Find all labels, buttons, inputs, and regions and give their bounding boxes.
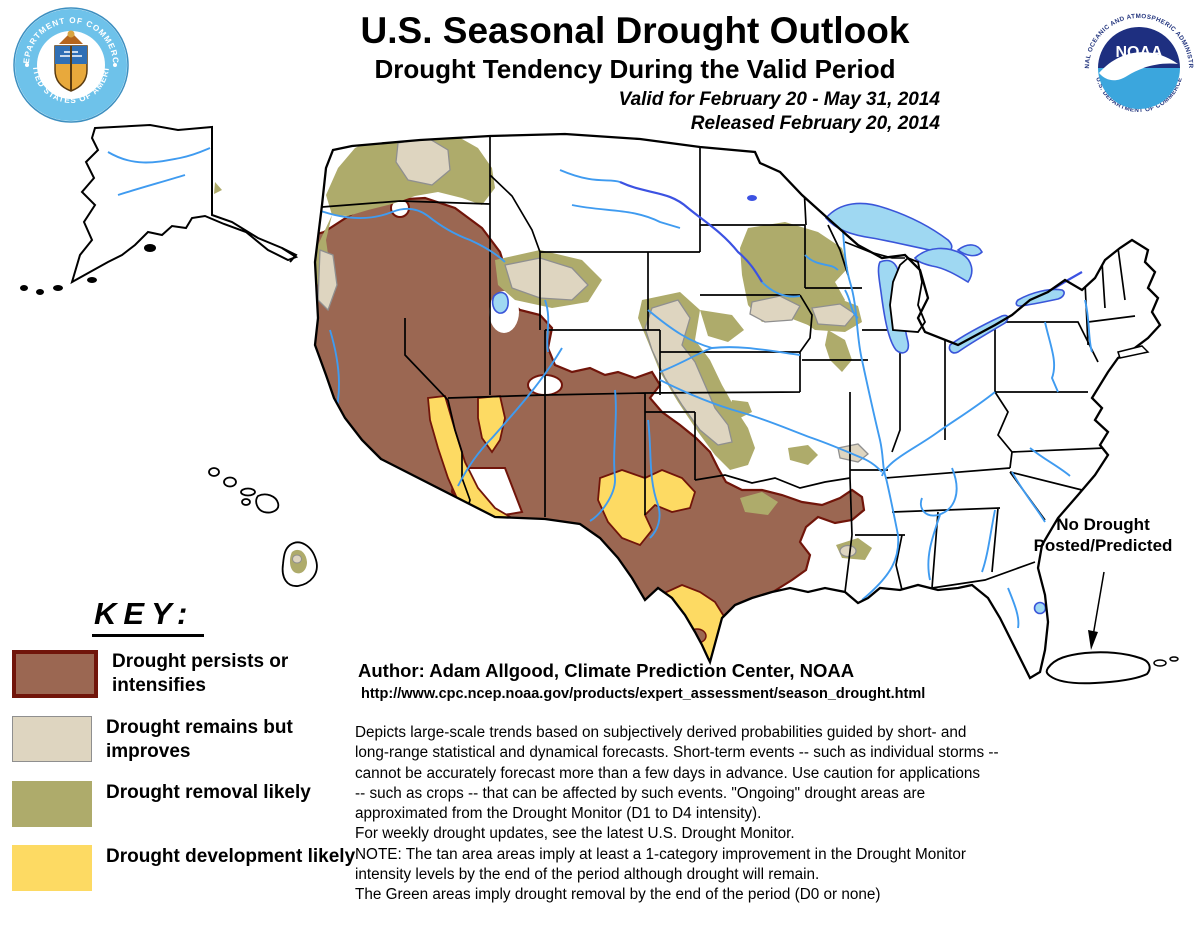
author-line: Author: Adam Allgood, Climate Prediction… [358, 660, 855, 681]
lake-okeechobee [1033, 601, 1047, 615]
key-item-development: Drought development likely [12, 845, 357, 891]
rivers [317, 169, 1093, 629]
great-salt-lake [491, 291, 509, 314]
doc-seal-logo: DEPARTMENT OF COMMERCE UNITED STATES OF … [12, 6, 129, 123]
key-label-improves: Drought remains but improves [106, 717, 293, 762]
alaska-inset [20, 123, 299, 295]
valid-line: Valid for February 20 - May 31, 2014 [618, 89, 940, 110]
georgian-bay [956, 244, 983, 257]
page-subtitle: Drought Tendency During the Valid Period [374, 54, 896, 84]
key-item-persists: Drought persists or intensifies [12, 650, 357, 698]
svg-text:NOAA: NOAA [1115, 44, 1163, 61]
notes-text: Depicts large-scale trends based on subj… [355, 724, 999, 904]
key-label-development: Drought development likely [106, 846, 356, 867]
no-drought-arrow [1088, 571, 1105, 650]
devils-lake [747, 195, 757, 201]
noaa-logo: NATIONAL OCEANIC AND ATMOSPHERIC ADMINIS… [1083, 12, 1194, 114]
lake-huron [913, 247, 973, 284]
hawaii-inset [208, 467, 318, 587]
header: U.S. Seasonal Drought Outlook Drought Te… [160, 10, 1110, 85]
lake-ontario [1015, 288, 1065, 307]
swatch-removal [12, 781, 92, 827]
key-label-removal: Drought removal likely [106, 782, 311, 803]
lake-superior [824, 202, 953, 253]
upper-peninsula-shore [844, 241, 905, 259]
key-item-improves: Drought remains but improves [12, 716, 357, 764]
key-title: KEY: [92, 596, 205, 637]
doc-eagle-icon [59, 30, 83, 44]
page-title: U.S. Seasonal Drought Outlook [360, 10, 910, 51]
released-line: Released February 20, 2014 [690, 113, 940, 134]
rivers-dark [619, 181, 1083, 293]
valid-period: Valid for February 20 - May 31, 2014 Rel… [300, 88, 940, 136]
no-drought-annotation: No Drought Posted/Predicted [1033, 515, 1173, 555]
key-label-persists: Drought persists or intensifies [112, 651, 289, 696]
swatch-improves [12, 716, 92, 762]
doc-shield-icon [54, 45, 88, 92]
author-url: http://www.cpc.ncep.noaa.gov/products/ex… [361, 686, 926, 702]
swatch-persists [12, 650, 98, 698]
noaa-globe-icon: NOAA [1098, 27, 1180, 109]
key-item-removal: Drought removal likely [12, 781, 357, 827]
swatch-development [12, 845, 92, 891]
puerto-rico [1045, 651, 1179, 685]
long-island [1117, 345, 1150, 359]
